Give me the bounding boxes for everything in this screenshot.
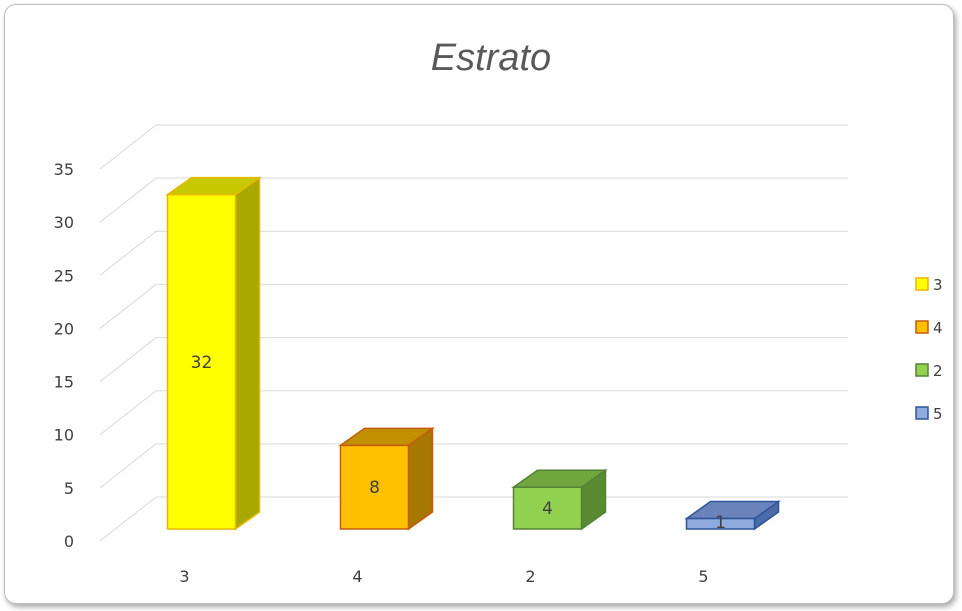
legend-label: 2	[933, 362, 943, 380]
gridline-diagonal	[99, 177, 157, 223]
y-tick-label: 35	[54, 160, 74, 179]
x-tick-label: 2	[525, 567, 535, 586]
gridline-diagonal	[99, 496, 157, 542]
data-label: 32	[191, 353, 213, 373]
bar-4	[338, 426, 435, 531]
data-label: 1	[715, 513, 726, 533]
gridline-diagonal	[99, 124, 157, 170]
chart-card	[4, 4, 954, 604]
y-tick-label: 15	[54, 373, 74, 392]
legend-item-4: 4	[915, 319, 943, 337]
gridline-diagonal	[99, 284, 157, 329]
legend-swatch	[915, 406, 929, 420]
legend-label: 3	[933, 276, 943, 294]
legend-label: 5	[933, 405, 943, 423]
gridline-diagonal	[99, 337, 157, 382]
bar-3	[165, 176, 262, 531]
gridline-diagonal	[99, 443, 157, 489]
legend-swatch	[915, 277, 929, 291]
y-tick-label: 10	[54, 426, 74, 445]
bars: 32 8 4 1	[165, 176, 781, 533]
bar-side	[234, 176, 261, 531]
x-tick-label: 5	[698, 567, 708, 586]
x-tick-label: 4	[352, 567, 362, 586]
legend: 3 4 2 5	[915, 276, 943, 423]
bar-front	[166, 193, 237, 530]
x-axis-ticks: 3 4 2 5	[179, 567, 708, 586]
legend-swatch	[915, 320, 929, 334]
gridlines	[99, 124, 848, 542]
legend-item-3: 3	[915, 276, 943, 294]
bar-front	[512, 486, 583, 530]
legend-item-2: 2	[915, 362, 943, 380]
bar-front	[339, 444, 410, 530]
y-tick-label: 0	[64, 532, 74, 551]
gridline-diagonal	[99, 390, 157, 436]
y-tick-label: 20	[54, 319, 74, 338]
data-label: 8	[369, 478, 380, 498]
chart-title: Estrato	[431, 37, 551, 79]
legend-label: 4	[933, 319, 943, 337]
data-label: 4	[542, 499, 553, 519]
y-tick-label: 25	[54, 266, 74, 285]
bar-2	[511, 468, 608, 531]
x-tick-label: 3	[179, 567, 189, 586]
legend-swatch	[915, 363, 929, 377]
y-tick-label: 30	[54, 213, 74, 232]
y-tick-label: 5	[64, 479, 74, 498]
bar-front	[685, 517, 756, 530]
y-axis-ticks: 0 5 10 15 20 25 30 35	[54, 160, 74, 551]
bar-5	[684, 500, 781, 531]
legend-item-5: 5	[915, 405, 943, 423]
gridline-diagonal	[99, 230, 157, 276]
